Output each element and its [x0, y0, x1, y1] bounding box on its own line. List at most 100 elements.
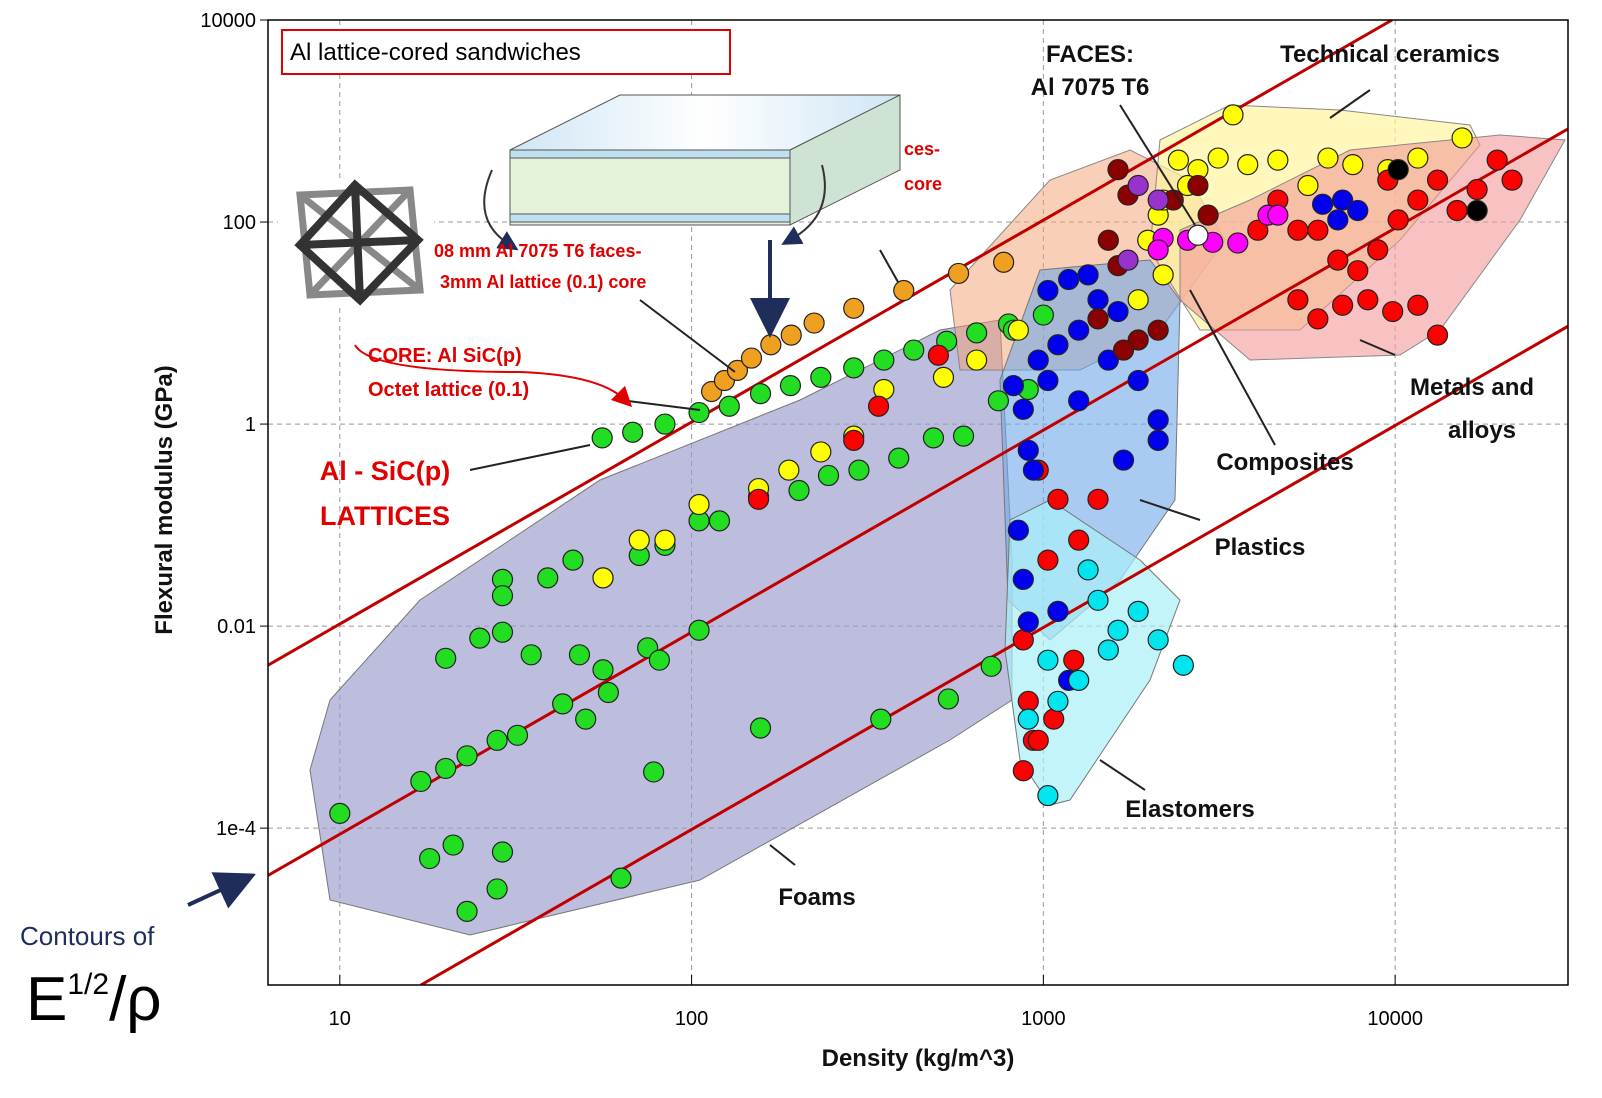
- contour-arrow: [188, 882, 238, 905]
- point: [1148, 190, 1168, 210]
- point: [1059, 269, 1079, 289]
- point: [443, 835, 463, 855]
- point: [949, 263, 969, 283]
- point: [709, 511, 729, 531]
- point: [330, 803, 350, 823]
- point: [981, 656, 1001, 676]
- point: [1408, 190, 1428, 210]
- point: [1188, 175, 1208, 195]
- point: [655, 530, 675, 550]
- point: [1383, 302, 1403, 322]
- point: [894, 281, 914, 301]
- annotation: CORE: Al SiC(p): [368, 345, 522, 367]
- point: [1487, 150, 1507, 170]
- point: [1028, 350, 1048, 370]
- annotation: Plastics: [1215, 534, 1306, 561]
- point: [1038, 650, 1058, 670]
- point: [781, 325, 801, 345]
- point: [492, 586, 512, 606]
- point: [751, 718, 771, 738]
- point: [1128, 601, 1148, 621]
- annotation: Elastomers: [1125, 796, 1254, 823]
- point: [779, 460, 799, 480]
- point: [1268, 205, 1288, 225]
- point: [1013, 569, 1033, 589]
- point: [967, 350, 987, 370]
- point: [470, 628, 490, 648]
- point: [1088, 489, 1108, 509]
- y-tick-label: 1e-4: [216, 818, 256, 840]
- point: [1008, 320, 1028, 340]
- point: [649, 650, 669, 670]
- point: [1148, 430, 1168, 450]
- point: [689, 494, 709, 514]
- point: [818, 465, 838, 485]
- point: [923, 428, 943, 448]
- point: [1308, 220, 1328, 240]
- y-tick-label: 100: [223, 212, 256, 234]
- point: [871, 709, 891, 729]
- point: [1358, 290, 1378, 310]
- annotation: ces-: [904, 139, 940, 159]
- annotation: Foams: [778, 884, 855, 911]
- point: [1108, 620, 1128, 640]
- chart: 101001000100001000010010.011e-4 Al latti…: [0, 0, 1602, 1098]
- point: [844, 358, 864, 378]
- contour-formula: E1/2/ρ: [26, 965, 162, 1034]
- point: [1288, 290, 1308, 310]
- point: [689, 620, 709, 640]
- y-axis-label: Flexural modulus (GPa): [151, 365, 178, 634]
- point: [1153, 265, 1173, 285]
- point: [1268, 150, 1288, 170]
- annotation: core: [904, 174, 942, 194]
- point: [1288, 220, 1308, 240]
- point: [1048, 489, 1068, 509]
- point: [1343, 155, 1363, 175]
- point: [928, 345, 948, 365]
- point: [1038, 281, 1058, 301]
- point: [655, 414, 675, 434]
- formula-rest: /ρ: [109, 965, 162, 1034]
- point: [1467, 201, 1487, 221]
- point: [1038, 786, 1058, 806]
- point: [1064, 650, 1084, 670]
- point: [761, 335, 781, 355]
- point: [1114, 340, 1134, 360]
- point: [1348, 201, 1368, 221]
- annotation: Al 7075 T6: [1031, 74, 1150, 101]
- point: [804, 313, 824, 333]
- point: [1148, 320, 1168, 340]
- formula-exponent: 1/2: [67, 968, 109, 1001]
- point: [521, 645, 541, 665]
- point: [1114, 450, 1134, 470]
- point: [563, 550, 583, 570]
- annotation: 3mm Al lattice (0.1) core: [440, 272, 646, 292]
- point: [1018, 612, 1038, 632]
- point: [1013, 761, 1033, 781]
- x-tick-label: 100: [675, 1008, 708, 1030]
- y-tick-label: 1: [245, 414, 256, 436]
- point: [1168, 150, 1188, 170]
- point: [1128, 175, 1148, 195]
- point: [1069, 530, 1089, 550]
- point: [1098, 230, 1118, 250]
- point: [1318, 148, 1338, 168]
- point: [611, 868, 631, 888]
- annotation: 08 mm Al 7075 T6 faces-: [434, 241, 641, 261]
- point: [1018, 691, 1038, 711]
- point: [933, 367, 953, 387]
- point: [1108, 302, 1128, 322]
- point: [457, 901, 477, 921]
- point: [1048, 601, 1068, 621]
- point: [1038, 370, 1058, 390]
- point: [1018, 709, 1038, 729]
- point: [1088, 309, 1108, 329]
- x-tick-label: 10000: [1367, 1008, 1423, 1030]
- point: [844, 298, 864, 318]
- point: [1408, 295, 1428, 315]
- point: [436, 758, 456, 778]
- point: [1003, 376, 1023, 396]
- point: [629, 530, 649, 550]
- point: [1428, 325, 1448, 345]
- point: [1447, 201, 1467, 221]
